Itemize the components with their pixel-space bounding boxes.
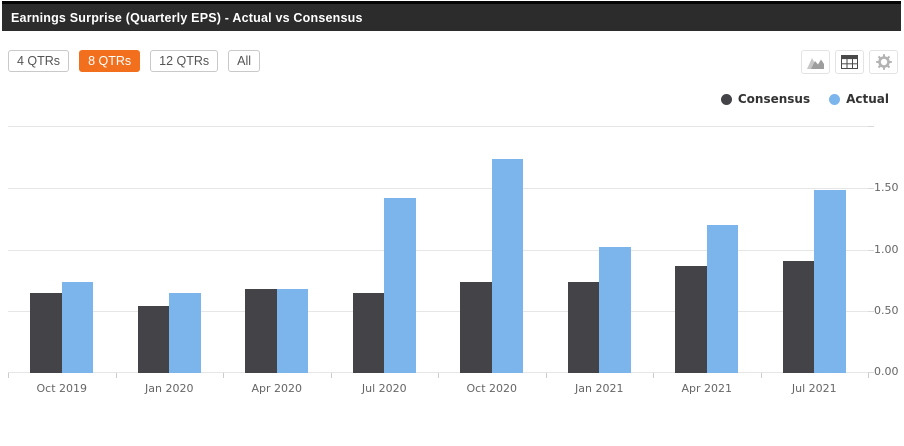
- range-buttons: 4 QTRs 8 QTRs 12 QTRs All: [8, 50, 261, 72]
- x-axis-tick: [331, 373, 332, 378]
- legend-item-consensus[interactable]: Consensus: [720, 92, 811, 106]
- bar-actual-jul-2021[interactable]: [814, 190, 846, 373]
- legend-item-actual[interactable]: Actual: [829, 92, 889, 106]
- widget-header: Earnings Surprise (Quarterly EPS) - Actu…: [2, 1, 901, 31]
- y-axis-label: 1.00: [874, 243, 899, 256]
- bar-actual-oct-2019[interactable]: [61, 282, 94, 373]
- x-axis-label: Apr 2021: [681, 382, 733, 395]
- chart-legend: Consensus Actual: [720, 92, 889, 106]
- x-axis-tick: [868, 373, 869, 378]
- y-axis-tick: [868, 372, 874, 373]
- plot-area: 0.00 0.50 1.00 1.50 Oct 2019 Jan 2020 Apr 2020…: [8, 126, 899, 395]
- bar-consensus-oct-2020[interactable]: [460, 282, 492, 373]
- range-button-4-qtrs[interactable]: 4 QTRs: [8, 50, 70, 72]
- bar-actual-jul-2020[interactable]: [384, 198, 416, 373]
- x-axis-tick: [653, 373, 654, 378]
- gridline: [8, 250, 868, 251]
- y-axis-label: 0.00: [874, 365, 899, 378]
- toolbar: 4 QTRs 8 QTRs 12 QTRs All: [8, 50, 898, 74]
- bar-actual-jan-2021[interactable]: [599, 247, 631, 373]
- bar-consensus-apr-2021[interactable]: [675, 266, 707, 373]
- bar-actual-oct-2020[interactable]: [491, 159, 524, 373]
- gridline: [8, 188, 868, 189]
- y-axis-tick: [868, 126, 874, 127]
- y-axis-tick: [868, 250, 874, 251]
- icon-buttons: [801, 50, 898, 74]
- x-axis-label: Jul 2021: [791, 382, 837, 395]
- x-axis-tick: [8, 373, 9, 378]
- y-axis-label: 1.50: [874, 181, 899, 194]
- bar-consensus-jan-2021[interactable]: [567, 282, 600, 373]
- x-axis-tick: [438, 373, 439, 378]
- legend-label-consensus: Consensus: [737, 92, 811, 106]
- legend-marker-consensus: [720, 93, 732, 105]
- bar-consensus-jan-2020[interactable]: [137, 306, 170, 373]
- range-button-all[interactable]: All: [228, 50, 261, 72]
- x-axis-label: Oct 2020: [466, 382, 517, 395]
- gear-button[interactable]: [869, 50, 898, 74]
- gridline: [8, 311, 868, 312]
- gear-icon: [875, 54, 892, 70]
- x-axis-tick: [116, 373, 117, 378]
- range-button-12-qtrs[interactable]: 12 QTRs: [150, 50, 219, 72]
- x-axis-label: Oct 2019: [36, 382, 87, 395]
- bar-actual-apr-2020[interactable]: [276, 289, 309, 373]
- y-axis-tick: [868, 188, 874, 189]
- table-button[interactable]: [835, 50, 864, 74]
- bar-actual-apr-2021[interactable]: [706, 225, 739, 373]
- x-axis-label: Jan 2020: [145, 382, 194, 395]
- bar-consensus-oct-2019[interactable]: [30, 293, 62, 373]
- table-icon: [841, 55, 858, 69]
- y-axis-tick: [868, 311, 874, 312]
- bar-consensus-jul-2020[interactable]: [352, 293, 385, 373]
- gridline: [8, 126, 868, 127]
- x-axis-label: Jan 2021: [575, 382, 624, 395]
- x-axis-tick: [223, 373, 224, 378]
- gridline: [8, 372, 868, 373]
- x-axis-label: Jul 2020: [361, 382, 407, 395]
- y-axis-label: 0.50: [874, 304, 899, 317]
- bar-actual-jan-2020[interactable]: [169, 293, 201, 373]
- x-axis-tick: [546, 373, 547, 378]
- bar-consensus-jul-2021[interactable]: [782, 261, 815, 373]
- legend-label-actual: Actual: [846, 92, 889, 106]
- range-button-8-qtrs[interactable]: 8 QTRs: [79, 50, 141, 72]
- x-axis-label: Apr 2020: [251, 382, 303, 395]
- x-axis-tick: [761, 373, 762, 378]
- legend-marker-actual: [829, 93, 841, 105]
- area-chart-button[interactable]: [801, 50, 830, 74]
- bar-consensus-apr-2020[interactable]: [245, 289, 277, 373]
- area-chart-icon: [806, 55, 825, 70]
- widget-title: Earnings Surprise (Quarterly EPS) - Actu…: [11, 10, 363, 25]
